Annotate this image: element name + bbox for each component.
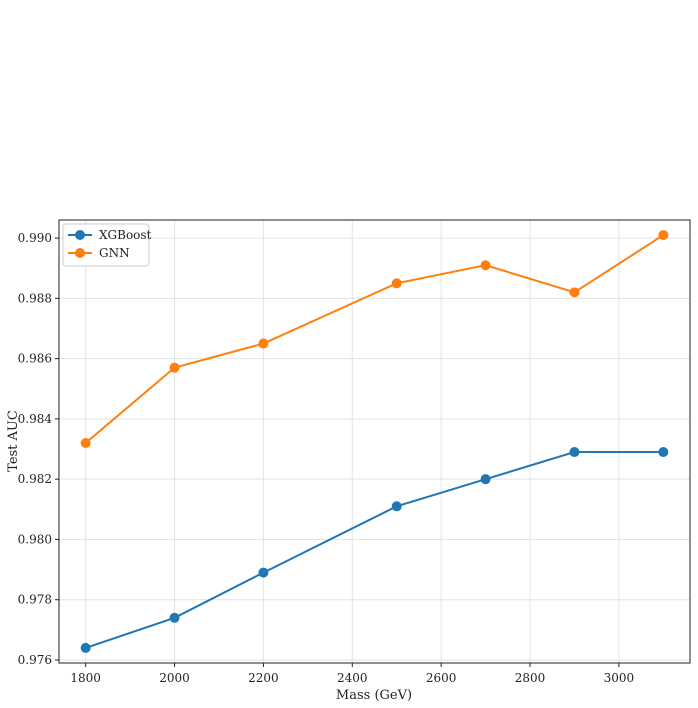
gnn-point (569, 287, 580, 298)
xgboost-point (569, 447, 580, 458)
plot-frame (58, 219, 691, 664)
xgboost-point (258, 567, 269, 578)
x-tick-label: 1800 (70, 671, 101, 685)
y-axis-title: Test AUC (6, 410, 21, 472)
x-axis: 1800 2000 2200 2400 2600 2800 3000 (70, 663, 634, 685)
xgboost-point (169, 612, 180, 623)
series-layer (80, 230, 669, 653)
y-tick-label: 0.986 (18, 352, 52, 366)
xgboost-point (391, 501, 402, 512)
y-tick-label: 0.988 (18, 291, 52, 305)
x-tick-label: 2400 (337, 671, 368, 685)
y-tick-label: 0.976 (18, 653, 52, 667)
xgboost-legend-marker (75, 230, 85, 240)
x-tick-label: 2800 (515, 671, 546, 685)
gnn-point (169, 362, 180, 373)
legend-label-xgboost: XGBoost (99, 228, 152, 242)
y-tick-label: 0.980 (18, 532, 52, 546)
xgboost-point (80, 642, 91, 653)
x-tick-label: 2600 (426, 671, 457, 685)
y-tick-label: 0.982 (18, 472, 52, 486)
x-axis-title: Mass (GeV) (336, 688, 412, 703)
gnn-point (391, 278, 402, 289)
gnn-line (85, 234, 664, 444)
xgboost-point (480, 474, 491, 485)
y-tick-label: 0.990 (18, 231, 52, 245)
y-axis: 0.976 0.978 0.980 0.982 0.984 0.986 0.988 0.990 (18, 231, 59, 667)
xgboost-point (658, 447, 669, 458)
gnn-point (80, 438, 91, 449)
y-tick-label: 0.978 (18, 593, 52, 607)
gnn-legend-marker (75, 248, 85, 258)
gnn-point (258, 338, 269, 349)
x-tick-label: 2000 (159, 671, 190, 685)
gnn-point (480, 260, 491, 271)
y-tick-label: 0.984 (18, 412, 53, 426)
grid (59, 220, 690, 663)
legend-label-gnn: GNN (99, 246, 130, 260)
gnn-point (658, 230, 669, 241)
x-tick-label: 2200 (248, 671, 279, 685)
x-tick-label: 3000 (604, 671, 635, 685)
legend: XGBoost GNN (62, 223, 152, 267)
